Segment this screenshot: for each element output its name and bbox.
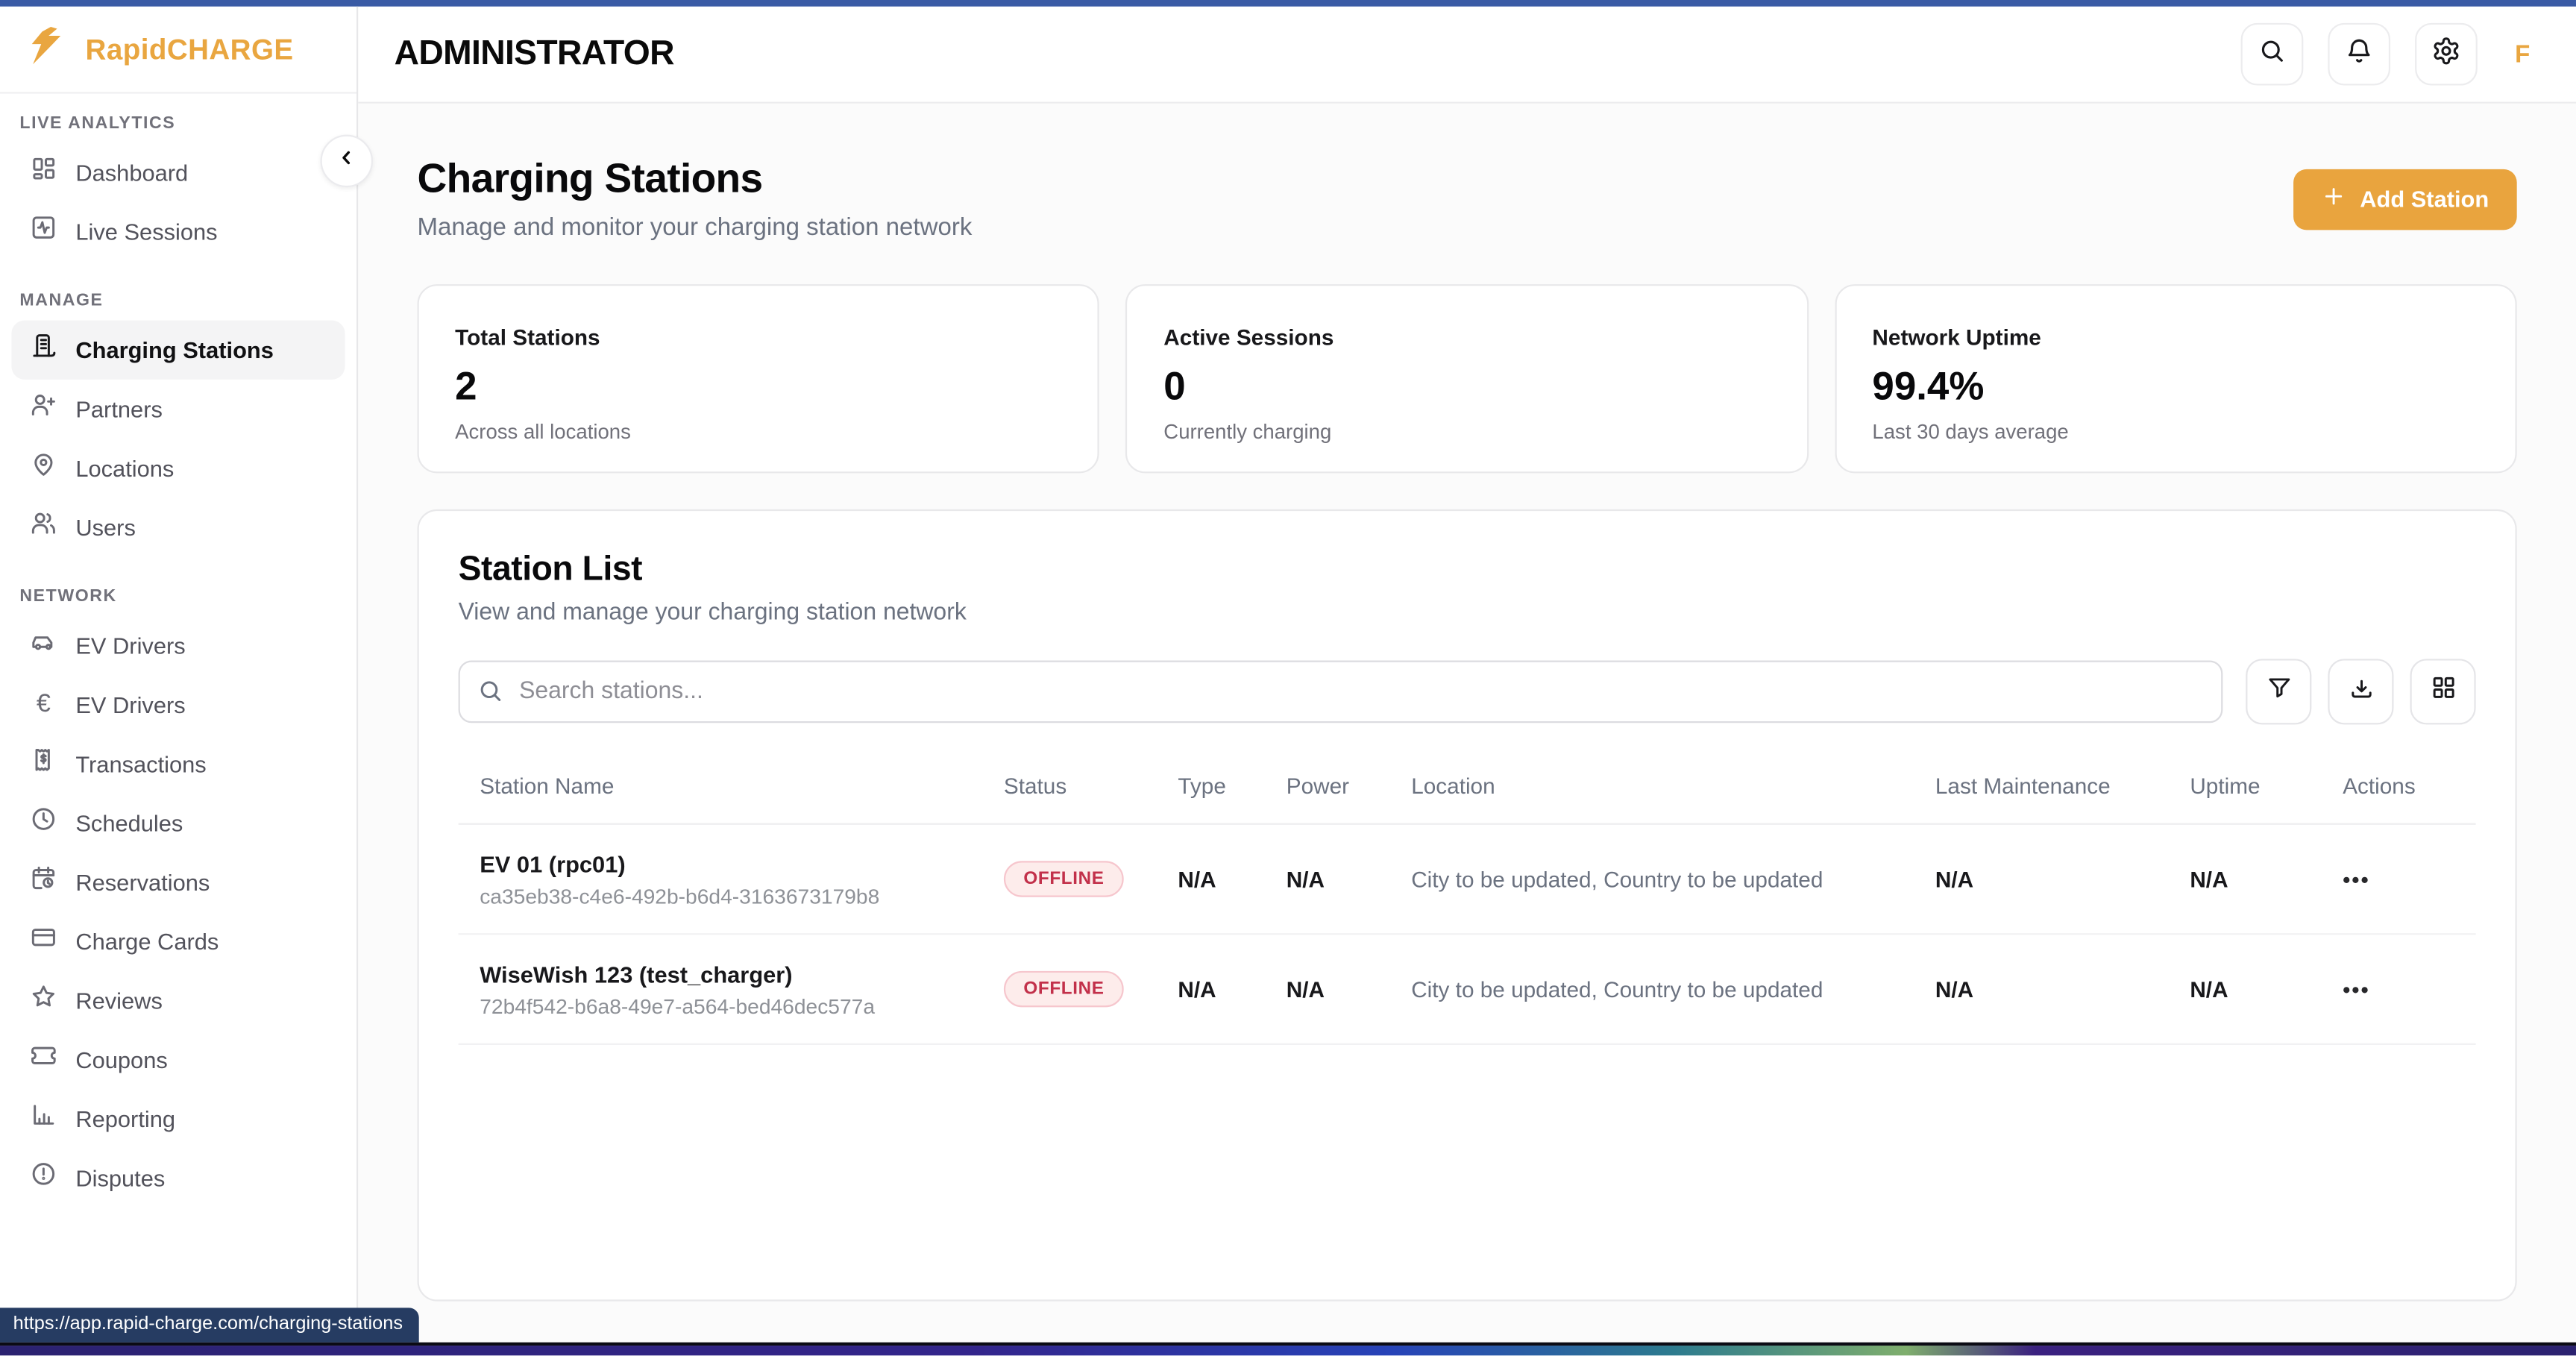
bar-chart-icon: [30, 1101, 57, 1137]
page-title: Charging Stations: [417, 156, 764, 202]
sidebar-item-live-sessions[interactable]: Live Sessions: [11, 202, 345, 261]
station-uptime: N/A: [2190, 976, 2228, 1002]
row-actions-button[interactable]: •••: [2343, 976, 2370, 1002]
sidebar-item-reporting[interactable]: Reporting: [11, 1089, 345, 1148]
page-subtitle: Manage and monitor your charging station…: [417, 213, 973, 242]
stat-value: 2: [455, 365, 477, 409]
link-status-bar: https://app.rapid-charge.com/charging-st…: [0, 1308, 420, 1343]
user-plus-icon: [30, 391, 57, 427]
station-name: EV 01 (rpc01): [480, 850, 626, 877]
station-location: City to be updated, Country to be update…: [1411, 976, 1823, 1002]
station-name: WiseWish 123 (test_charger): [480, 960, 793, 987]
ticket-icon: [30, 1042, 57, 1078]
sidebar-item-disputes[interactable]: Disputes: [11, 1149, 345, 1208]
main-content: Charging Stations Manage and monitor you…: [358, 103, 2576, 1343]
station-id: ca35eb38-c4e6-492b-b6d4-3163673179b8: [480, 883, 880, 908]
sidebar-item-reservations[interactable]: Reservations: [11, 853, 345, 911]
app-header: ADMINISTRATOR F: [358, 6, 2576, 104]
station-id: 72b4f542-b6a8-49e7-a564-bed46dec577a: [480, 993, 876, 1018]
chevron-left-icon: [335, 145, 358, 177]
alert-circle-icon: [30, 1160, 57, 1196]
table-row[interactable]: WiseWish 123 (test_charger) 72b4f542-b6a…: [458, 935, 2476, 1045]
station-last-maintenance: N/A: [1935, 976, 1974, 1002]
row-actions-button[interactable]: •••: [2343, 866, 2370, 892]
sidebar-item-charging-stations[interactable]: Charging Stations: [11, 320, 345, 380]
station-building-icon: [30, 332, 57, 368]
stat-card-total-stations: Total Stations 2 Across all locations: [417, 284, 1100, 474]
station-type: N/A: [1178, 976, 1216, 1002]
bell-icon: [2344, 35, 2374, 73]
add-station-button[interactable]: Add Station: [2294, 168, 2517, 230]
sidebar-section-live-analytics: LIVE ANALYTICS: [19, 113, 176, 134]
stats-cards: Total Stations 2 Across all locations Ac…: [417, 284, 2517, 474]
export-download-button[interactable]: [2328, 659, 2394, 725]
header-settings-button[interactable]: [2414, 22, 2478, 86]
sidebar-item-ev-drivers-pricing[interactable]: € EV Drivers: [11, 675, 345, 734]
sidebar-item-users[interactable]: Users: [11, 497, 345, 556]
page-role-title: ADMINISTRATOR: [394, 34, 675, 72]
dashboard-grid-icon: [30, 154, 57, 190]
star-icon: [30, 982, 57, 1018]
credit-card-icon: [30, 923, 57, 959]
activity-icon: [30, 213, 57, 249]
brand-logo[interactable]: RapidCHARGE: [0, 7, 357, 94]
sidebar-item-reviews[interactable]: Reviews: [11, 971, 345, 1030]
sidebar-item-schedules[interactable]: Schedules: [11, 794, 345, 853]
desktop-wallpaper-strip: [0, 1342, 2576, 1356]
sidebar-item-coupons[interactable]: Coupons: [11, 1030, 345, 1089]
grid-view-button[interactable]: [2410, 659, 2476, 725]
sidebar-collapse-button[interactable]: [320, 134, 374, 188]
station-power: N/A: [1286, 976, 1325, 1002]
plus-icon: [2322, 184, 2347, 214]
sidebar: RapidCHARGE LIVE ANALYTICS Dashboard Liv…: [0, 6, 359, 1343]
stat-value: 99.4%: [1872, 365, 1985, 409]
sidebar-item-dashboard[interactable]: Dashboard: [11, 143, 345, 202]
brand-name: RapidCHARGE: [85, 31, 294, 66]
table-row[interactable]: EV 01 (rpc01) ca35eb38-c4e6-492b-b6d4-31…: [458, 825, 2476, 935]
station-list-subtitle: View and manage your charging station ne…: [458, 600, 967, 627]
user-avatar[interactable]: F: [2515, 40, 2531, 69]
stat-card-network-uptime: Network Uptime 99.4% Last 30 days averag…: [1834, 284, 2517, 474]
header-notifications-button[interactable]: [2327, 22, 2390, 86]
users-icon: [30, 509, 57, 545]
status-badge: OFFLINE: [1003, 861, 1125, 897]
stat-value: 0: [1163, 365, 1186, 409]
station-list-title: Station List: [458, 550, 643, 588]
sidebar-item-transactions[interactable]: Transactions: [11, 735, 345, 794]
euro-icon: €: [36, 690, 51, 719]
status-badge: OFFLINE: [1003, 970, 1125, 1008]
car-icon: [30, 627, 57, 663]
filter-button[interactable]: [2246, 659, 2312, 725]
table-header-row: Station Name Status Type Power Location …: [458, 747, 2476, 825]
sidebar-item-charge-cards[interactable]: Charge Cards: [11, 912, 345, 971]
download-icon: [2347, 674, 2375, 709]
station-uptime: N/A: [2190, 866, 2228, 892]
search-stations-input[interactable]: [458, 660, 2223, 723]
stations-table: Station Name Status Type Power Location …: [458, 747, 2476, 1045]
station-list-panel: Station List View and manage your chargi…: [417, 509, 2517, 1302]
station-type: N/A: [1178, 866, 1216, 892]
station-last-maintenance: N/A: [1935, 866, 1974, 892]
filter-icon: [2265, 674, 2293, 709]
grid-view-icon: [2429, 674, 2457, 709]
calendar-clock-icon: [30, 864, 57, 900]
clock-icon: [30, 805, 57, 841]
browser-top-strip: [0, 0, 2576, 7]
station-power: N/A: [1286, 866, 1325, 892]
header-search-button[interactable]: [2240, 22, 2303, 86]
station-location: City to be updated, Country to be update…: [1411, 866, 1823, 892]
sidebar-item-locations[interactable]: Locations: [11, 439, 345, 497]
search-icon: [2257, 35, 2287, 73]
sidebar-section-manage: MANAGE: [19, 290, 104, 311]
receipt-icon: [30, 746, 57, 782]
lightning-bolt-icon: [22, 22, 71, 77]
sidebar-item-partners[interactable]: Partners: [11, 380, 345, 439]
map-pin-icon: [30, 451, 57, 486]
sidebar-item-ev-drivers[interactable]: EV Drivers: [11, 616, 345, 675]
stat-card-active-sessions: Active Sessions 0 Currently charging: [1125, 284, 1809, 474]
gear-icon: [2431, 35, 2461, 73]
sidebar-section-network: NETWORK: [19, 586, 117, 606]
